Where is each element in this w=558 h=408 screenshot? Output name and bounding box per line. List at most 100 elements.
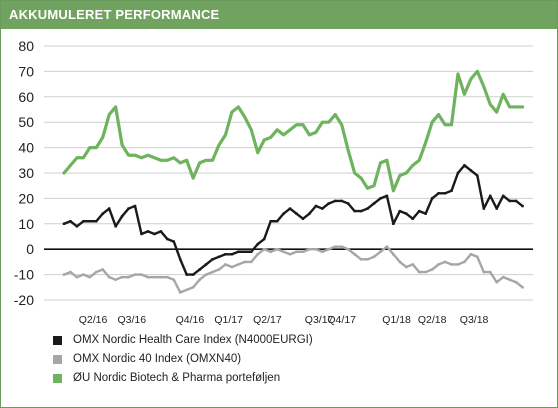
data-point — [334, 199, 337, 203]
data-point — [489, 270, 492, 274]
legend-label-biotech: ØU Nordic Biotech & Pharma porteføljen — [73, 372, 281, 384]
data-point — [489, 103, 492, 106]
data-point — [250, 128, 253, 132]
data-point — [418, 270, 421, 274]
data-point — [327, 202, 330, 205]
data-point — [508, 278, 511, 281]
legend-item-omx40: OMX Nordic 40 Index (OMXN40) — [53, 350, 313, 369]
data-point — [411, 164, 414, 167]
data-point — [469, 169, 473, 172]
data-point — [69, 270, 72, 274]
data-point — [346, 148, 350, 152]
data-point — [95, 220, 98, 223]
data-point — [88, 146, 92, 149]
data-point — [314, 131, 318, 134]
y-tick-label: 80 — [18, 38, 34, 54]
data-point — [204, 273, 208, 276]
data-point — [179, 161, 182, 165]
data-point — [172, 156, 175, 159]
data-point — [392, 222, 395, 225]
data-point — [366, 187, 369, 190]
legend-swatch-biotech — [53, 374, 62, 383]
data-point — [463, 93, 466, 96]
data-point — [514, 105, 518, 109]
data-point — [482, 207, 485, 210]
data-point — [101, 268, 104, 271]
data-point — [243, 260, 247, 264]
legend-item-health-care: OMX Nordic Health Care Index (N4000EURGI… — [53, 331, 313, 350]
data-point — [437, 263, 440, 266]
data-point — [463, 164, 466, 167]
series-line-2 — [62, 245, 524, 294]
data-point — [250, 250, 253, 253]
data-point — [301, 217, 305, 220]
data-point — [133, 154, 137, 157]
x-tick-label: Q4/17 — [327, 314, 356, 326]
x-tick-label: Q3/18 — [460, 314, 489, 326]
data-point — [301, 250, 305, 253]
data-point — [69, 164, 72, 167]
data-point — [495, 110, 498, 114]
data-point — [508, 105, 511, 109]
data-point — [211, 270, 214, 274]
data-point — [217, 255, 221, 259]
legend-swatch-health-care — [53, 336, 62, 345]
y-tick-label: 60 — [18, 89, 34, 105]
data-point — [179, 291, 182, 294]
data-point — [321, 207, 324, 210]
data-point — [456, 171, 460, 175]
data-point — [108, 113, 111, 116]
data-point — [346, 248, 350, 251]
x-tick-label: Q4/16 — [176, 314, 205, 326]
data-point — [437, 113, 440, 116]
y-tick-label: 10 — [18, 216, 34, 232]
data-point — [75, 275, 79, 279]
data-point — [191, 273, 195, 276]
data-point — [82, 220, 85, 223]
data-point — [62, 222, 66, 225]
data-point — [308, 212, 311, 215]
data-point — [288, 128, 292, 132]
data-point — [275, 220, 279, 223]
data-point — [366, 207, 369, 210]
data-point — [379, 161, 382, 165]
data-point — [495, 207, 498, 210]
data-point — [411, 263, 414, 266]
data-point — [359, 209, 363, 213]
data-point — [146, 230, 150, 233]
data-point — [82, 156, 85, 159]
data-point — [385, 159, 389, 162]
data-point — [521, 105, 524, 109]
data-point — [353, 171, 356, 175]
data-point — [476, 174, 479, 177]
data-point — [405, 265, 408, 269]
data-point — [430, 268, 434, 271]
data-point — [153, 232, 156, 236]
data-point — [514, 199, 518, 203]
data-point — [288, 207, 292, 210]
data-point — [62, 273, 66, 276]
x-tick-label: Q2/18 — [418, 314, 447, 326]
data-point — [185, 159, 188, 162]
data-point — [224, 253, 227, 256]
data-point — [450, 189, 453, 192]
data-point — [198, 161, 201, 165]
data-point — [75, 156, 79, 159]
x-tick-label: Q3/16 — [118, 314, 147, 326]
data-point — [185, 288, 188, 292]
data-point — [88, 275, 92, 279]
data-point — [430, 197, 434, 200]
data-point — [237, 250, 240, 253]
data-point — [166, 237, 169, 241]
data-point — [359, 176, 363, 180]
data-point — [256, 151, 259, 154]
data-point — [501, 275, 505, 279]
data-point — [301, 123, 305, 126]
data-point — [392, 253, 395, 256]
data-point — [108, 207, 111, 210]
data-point — [424, 212, 427, 215]
data-point — [282, 133, 285, 137]
data-point — [146, 154, 150, 157]
data-point — [211, 159, 214, 162]
data-point — [250, 260, 253, 264]
